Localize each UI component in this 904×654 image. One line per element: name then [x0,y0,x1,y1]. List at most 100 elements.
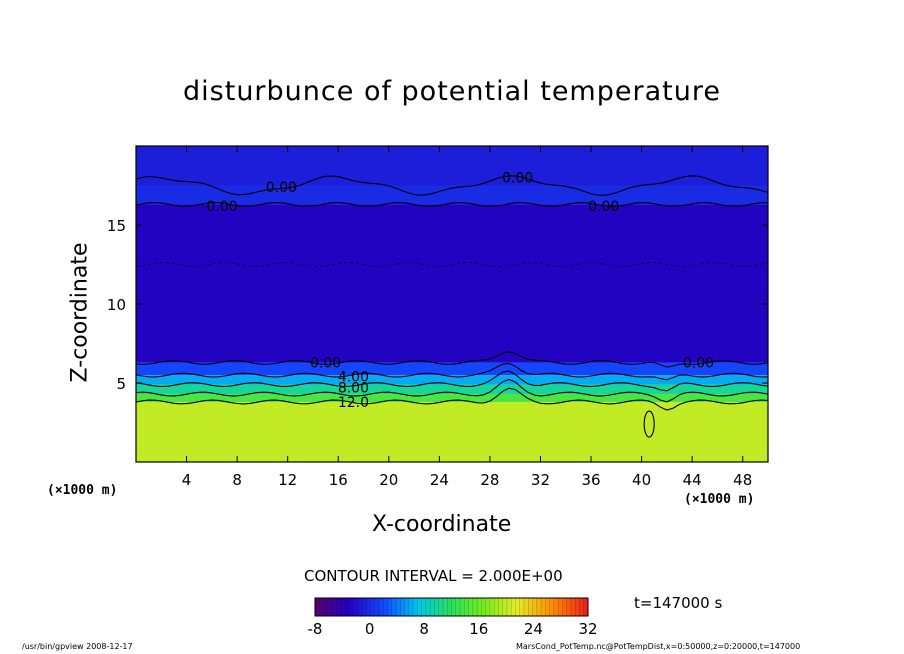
colorbar-segment [549,598,555,616]
colorbar-frame [314,597,589,617]
colorbar-segment [489,598,495,616]
colorbar-segment [383,598,388,616]
colorbar-segment [579,598,585,616]
colorbar-segment [425,598,431,616]
field-layer [136,401,768,462]
x-tick-label: 32 [531,471,550,489]
colorbar-segment [366,598,371,616]
x-tick-label: 48 [733,471,752,489]
colorbar-segment [323,598,329,616]
colorbar-segment [349,598,354,616]
colorbar-segment [464,598,469,616]
x-tick-label: 8 [232,471,242,489]
y-axis-label: Z-coordinate [67,242,93,383]
colorbar-segment [434,598,440,616]
colorbar-segment [541,598,546,616]
colorbar-segment [562,598,568,616]
colorbar-segment [451,598,457,616]
field-layer [136,375,768,385]
x-axis-label: X-coordinate [372,512,512,537]
heatmap-field [136,146,768,462]
colorbar-segment [545,598,551,616]
colorbar-segment [553,598,559,616]
footer-right: MarsCond_PotTemp.nc@PotTempDist,x=0:5000… [516,642,801,651]
field-layer [136,394,768,402]
colorbar-segment [408,598,414,616]
colorbar-segment [332,598,337,616]
colorbar-tick-label: -8 [308,620,323,638]
contour-label: 8.00 [338,381,369,397]
contour-line [136,362,768,381]
colorbar-segment [353,598,359,616]
colorbar-segment [336,598,341,616]
colorbar-segment [344,598,350,616]
contour-label: 0.00 [588,199,619,215]
contour-line [136,262,768,267]
colorbar-segment [566,598,572,616]
field-layer [136,204,768,363]
colorbar-segment [455,598,461,616]
colorbar-segment [506,598,512,616]
colorbar-segment [472,598,478,616]
colorbar-segment [370,598,376,616]
y-tick-label: 15 [107,217,126,235]
colorbar-segment [485,598,491,616]
colorbar-segment [319,598,324,616]
colorbar-segment [404,598,410,616]
contour-line [136,202,768,207]
colorbar-segment [421,598,427,616]
colorbar-tick-label: 24 [524,620,543,638]
colorbar-segment [481,598,487,616]
x-axis-ticks: 4 8 12 16 20 24 28 32 36 40 44 48 [182,146,752,489]
colorbar-segment [515,598,521,616]
x-tick-label: 24 [430,471,449,489]
x-tick-label: 16 [329,471,348,489]
colorbar-segment [340,598,346,616]
colorbar-segment [575,598,580,616]
x-tick-label: 36 [581,471,600,489]
contour-label: 0.00 [310,355,341,371]
x-unit-left: (×1000 m) [47,483,118,498]
colorbar: -8 0 8 16 24 32 [308,597,598,638]
colorbar-segment [327,598,333,616]
x-tick-label: 28 [480,471,499,489]
footer-left: /usr/bin/gpview 2008-12-17 [22,642,133,651]
colorbar-segment [460,598,465,616]
colorbar-segment [438,598,444,616]
x-tick-label: 12 [278,471,297,489]
colorbar-segment [315,598,320,616]
colorbar-segment [502,598,508,616]
field-layer [136,362,768,376]
colorbar-segment [413,598,418,616]
contour-line [136,387,768,411]
colorbar-segment [391,598,397,616]
colorbar-segment [498,598,504,616]
colorbar-segment [361,598,367,616]
colorbar-tick-label: 32 [578,620,597,638]
contour-label: 0.00 [266,180,297,196]
colorbar-segment [583,598,589,616]
field-layer [136,146,768,186]
colorbar-segment [417,598,423,616]
contour-line [643,410,655,438]
y-tick-label: 10 [107,296,126,314]
colorbar-tick-label: 0 [365,620,375,638]
contour-line [136,370,768,392]
colorbar-segment [519,598,525,616]
colorbar-segment [468,598,474,616]
contour-label: 0.00 [502,171,533,187]
colorbar-segment [396,598,401,616]
y-axis-ticks: 5 10 15 [107,217,768,393]
contour-line [136,175,768,196]
colorbar-segment [511,598,516,616]
x-tick-label: 4 [182,471,192,489]
contour-line [136,378,768,403]
colorbar-segment [532,598,538,616]
y-tick-label: 5 [116,375,126,393]
colorbar-tick-label: 16 [469,620,488,638]
colorbar-segment [357,598,363,616]
contour-interval: CONTOUR INTERVAL = 2.000E+00 [304,567,563,585]
colorbar-tick-label: 8 [419,620,429,638]
